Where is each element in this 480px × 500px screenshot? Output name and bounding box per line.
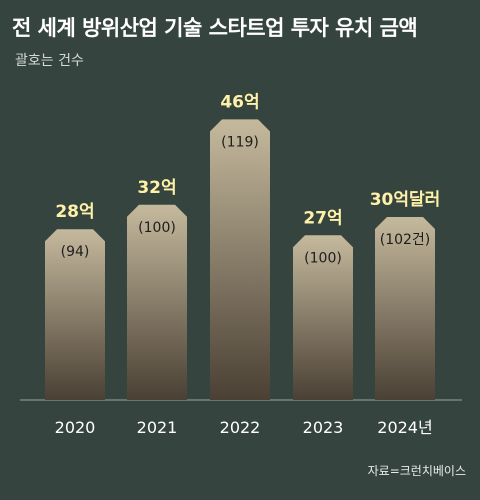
chart-title: 전 세계 방위산업 기술 스타트업 투자 유치 금액 bbox=[12, 16, 418, 40]
value-label: 32억 bbox=[137, 178, 176, 198]
x-tick-label: 2024년 bbox=[377, 418, 432, 437]
source-note: 자료=크런치베이스 bbox=[367, 464, 466, 478]
chart-subtitle: 괄호는 건수 bbox=[15, 53, 84, 69]
count-label: (119) bbox=[221, 134, 259, 150]
bar-2024년 bbox=[375, 217, 435, 400]
x-tick-label: 2023 bbox=[303, 418, 344, 437]
bar-2022 bbox=[210, 119, 270, 401]
count-label: (100) bbox=[138, 220, 176, 236]
x-tick-label: 2020 bbox=[55, 418, 96, 437]
value-label: 27억 bbox=[303, 208, 342, 228]
x-tick-label: 2022 bbox=[220, 418, 261, 437]
bar-2021 bbox=[127, 204, 187, 400]
x-tick-label: 2021 bbox=[137, 418, 178, 437]
bar-2020 bbox=[45, 229, 105, 400]
value-label: 46억 bbox=[220, 92, 259, 112]
count-label: (102건) bbox=[380, 232, 431, 248]
value-label: 30억달러 bbox=[370, 189, 441, 210]
count-label: (94) bbox=[61, 244, 90, 260]
value-label: 28억 bbox=[55, 202, 94, 222]
count-label: (100) bbox=[304, 250, 342, 266]
bar-2023 bbox=[293, 235, 353, 400]
